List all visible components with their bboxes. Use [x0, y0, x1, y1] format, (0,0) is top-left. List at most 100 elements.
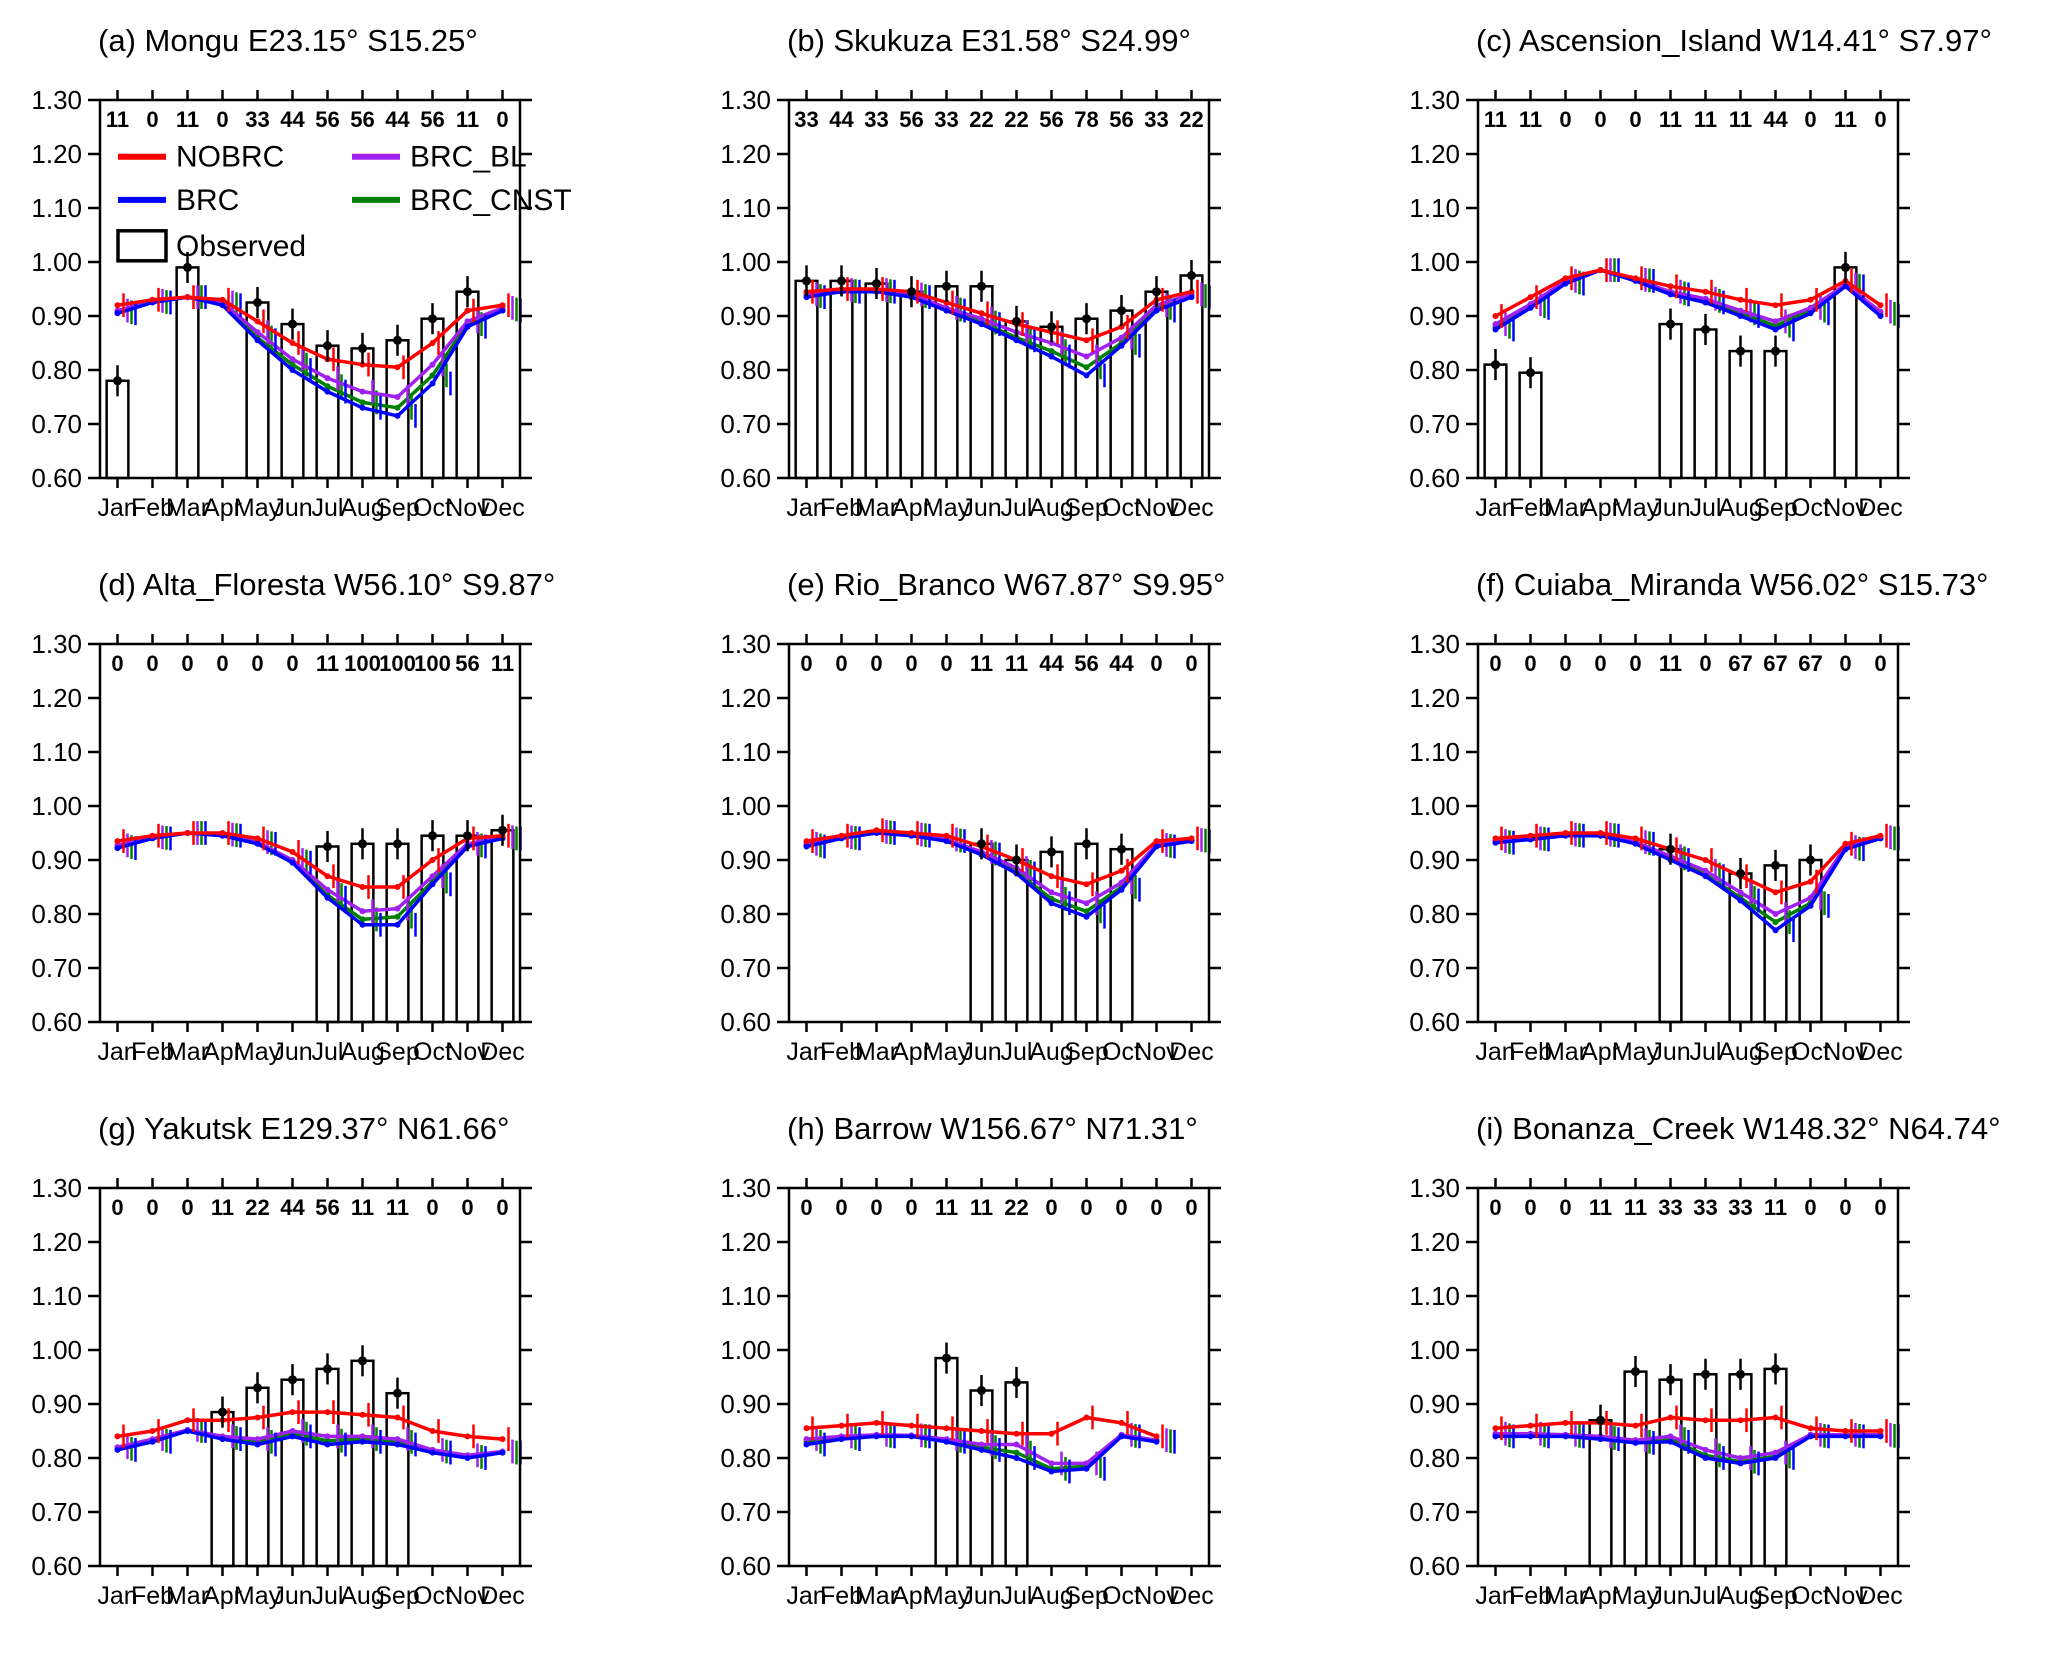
panel-i-title: (i) Bonanza_Creek W148.32° N64.74°	[1476, 1111, 2001, 1146]
chart-svg: 0 0 0 0 11 11 22 0 0 0 0 00.600.700.800.901.001.101…	[720, 1173, 1221, 1610]
svg-text:0: 0	[1559, 1195, 1571, 1220]
observed-points	[113, 251, 472, 397]
svg-text:Dec: Dec	[1169, 1038, 1213, 1066]
svg-text:0: 0	[905, 1195, 917, 1220]
svg-text:1.10: 1.10	[31, 737, 82, 767]
legend: NOBRC BRC_BL BRC BRC_CNST Observed	[116, 141, 572, 263]
svg-text:1.10: 1.10	[31, 1281, 82, 1311]
svg-text:0.80: 0.80	[720, 899, 771, 929]
svg-text:1.10: 1.10	[1409, 193, 1460, 223]
svg-text:Sep: Sep	[375, 1582, 419, 1610]
svg-text:56: 56	[899, 107, 923, 132]
svg-text:Aug: Aug	[340, 494, 384, 522]
svg-text:0.60: 0.60	[1409, 463, 1460, 493]
svg-text:0.70: 0.70	[31, 409, 82, 439]
svg-text:1.00: 1.00	[1409, 247, 1460, 277]
sample-counts: 11 11 0 0 0 11 11 11 44 0 11 0	[1484, 107, 1887, 132]
plot-box	[1476, 98, 1900, 480]
svg-text:Apr: Apr	[892, 494, 931, 522]
svg-text:0.60: 0.60	[31, 463, 82, 493]
svg-text:0.80: 0.80	[31, 899, 82, 929]
svg-text:Jun: Jun	[1650, 1038, 1690, 1066]
panel-a-title: (a) Mongu E23.15° S15.25°	[98, 23, 478, 58]
sample-counts: 0 0 0 0 0 11 11 44 56 44 0 0	[800, 651, 1197, 676]
svg-text:44: 44	[385, 107, 410, 132]
svg-text:May: May	[923, 494, 971, 522]
svg-text:1.10: 1.10	[720, 193, 771, 223]
svg-text:Aug: Aug	[340, 1038, 384, 1066]
svg-text:44: 44	[1109, 651, 1134, 676]
svg-text:1.30: 1.30	[31, 85, 82, 115]
panel-g: (g) Yakutsk E129.37° N61.66° 0 0 0 11 22 44 56…	[0, 1104, 689, 1648]
chart-svg: 11 0 11 0 33 44 56 56 44 56 11 0 NOBRC BRC_BL BRC BRC_C…	[31, 85, 572, 522]
svg-text:56: 56	[455, 651, 479, 676]
svg-text:11: 11	[1694, 107, 1717, 132]
svg-text:0: 0	[1185, 1195, 1197, 1220]
svg-text:Nov: Nov	[1823, 1582, 1868, 1610]
svg-text:Oct: Oct	[1102, 1582, 1141, 1610]
svg-text:0.60: 0.60	[31, 1007, 82, 1037]
svg-text:1.20: 1.20	[1409, 139, 1460, 169]
svg-text:22: 22	[969, 107, 993, 132]
svg-text:Jun: Jun	[1650, 494, 1690, 522]
svg-text:Dec: Dec	[480, 1038, 524, 1066]
svg-text:Observed: Observed	[176, 230, 306, 263]
svg-text:Aug: Aug	[1718, 494, 1762, 522]
svg-text:Feb: Feb	[1509, 1582, 1552, 1610]
panel-g-title: (g) Yakutsk E129.37° N61.66°	[98, 1111, 510, 1146]
svg-text:Nov: Nov	[445, 1582, 490, 1610]
panel-i-chart: 0 0 0 11 11 33 33 33 11 0 0 0 0.60 0.70 0.80 0.90 1.00 1.…	[1378, 1146, 2067, 1648]
plot-box	[787, 1186, 1211, 1568]
svg-text:0.90: 0.90	[1409, 301, 1460, 331]
svg-text:1.30: 1.30	[720, 1173, 771, 1203]
panel-a: (a) Mongu E23.15° S15.25° 11 0 11 0 33 44 56 56…	[0, 16, 689, 560]
svg-text:Sep: Sep	[1064, 1582, 1108, 1610]
panel-c: (c) Ascension_Island W14.41° S7.97° 11 11…	[1378, 16, 2067, 560]
svg-text:Sep: Sep	[1064, 494, 1108, 522]
svg-text:May: May	[234, 1038, 282, 1066]
svg-text:Feb: Feb	[1509, 1038, 1552, 1066]
svg-text:1.20: 1.20	[720, 1227, 771, 1257]
svg-text:0: 0	[111, 651, 123, 676]
svg-text:11: 11	[1729, 107, 1752, 132]
svg-text:22: 22	[1004, 1195, 1028, 1220]
observed-points	[942, 1342, 1021, 1407]
observed-bars	[969, 842, 1134, 1024]
svg-text:Oct: Oct	[1102, 1038, 1141, 1066]
svg-text:Mar: Mar	[1544, 494, 1587, 522]
observed-bars	[794, 274, 1204, 480]
svg-text:100: 100	[344, 651, 381, 676]
svg-text:Jul: Jul	[1690, 1582, 1722, 1610]
svg-text:BRC: BRC	[176, 184, 239, 217]
svg-text:Feb: Feb	[820, 1038, 863, 1066]
observed-points	[802, 259, 1196, 343]
svg-text:0: 0	[181, 651, 193, 676]
panel-b: (b) Skukuza E31.58° S24.99° 33 44 33 56 33 22…	[689, 16, 1378, 560]
svg-text:0: 0	[1080, 1195, 1092, 1220]
svg-text:Jan: Jan	[1475, 1038, 1515, 1066]
y-axis: 0.60 0.70 0.80 0.90 1.00 1.10 1.20 1.30	[720, 629, 1221, 1037]
observed-points	[323, 814, 507, 863]
svg-text:0.90: 0.90	[1409, 1389, 1460, 1419]
svg-text:Nov: Nov	[445, 1038, 490, 1066]
svg-text:1.20: 1.20	[1409, 1227, 1460, 1257]
svg-text:0.60: 0.60	[720, 1007, 771, 1037]
svg-text:0: 0	[496, 107, 508, 132]
svg-text:33: 33	[934, 107, 958, 132]
svg-text:11: 11	[386, 1195, 409, 1220]
series-brc-line	[803, 1424, 1176, 1484]
svg-text:Jul: Jul	[312, 494, 344, 522]
svg-text:11: 11	[970, 651, 993, 676]
svg-text:11: 11	[1005, 651, 1028, 676]
svg-text:56: 56	[1039, 107, 1063, 132]
svg-text:Feb: Feb	[131, 494, 174, 522]
svg-text:Jul: Jul	[1001, 494, 1033, 522]
svg-text:1.10: 1.10	[31, 193, 82, 223]
svg-text:44: 44	[280, 107, 305, 132]
svg-text:Oct: Oct	[413, 1038, 452, 1066]
svg-text:11: 11	[935, 1195, 958, 1220]
sample-counts: 11 0 11 0 33 44 56 56 44 56 11 0	[106, 107, 509, 132]
svg-text:Oct: Oct	[1791, 1038, 1830, 1066]
